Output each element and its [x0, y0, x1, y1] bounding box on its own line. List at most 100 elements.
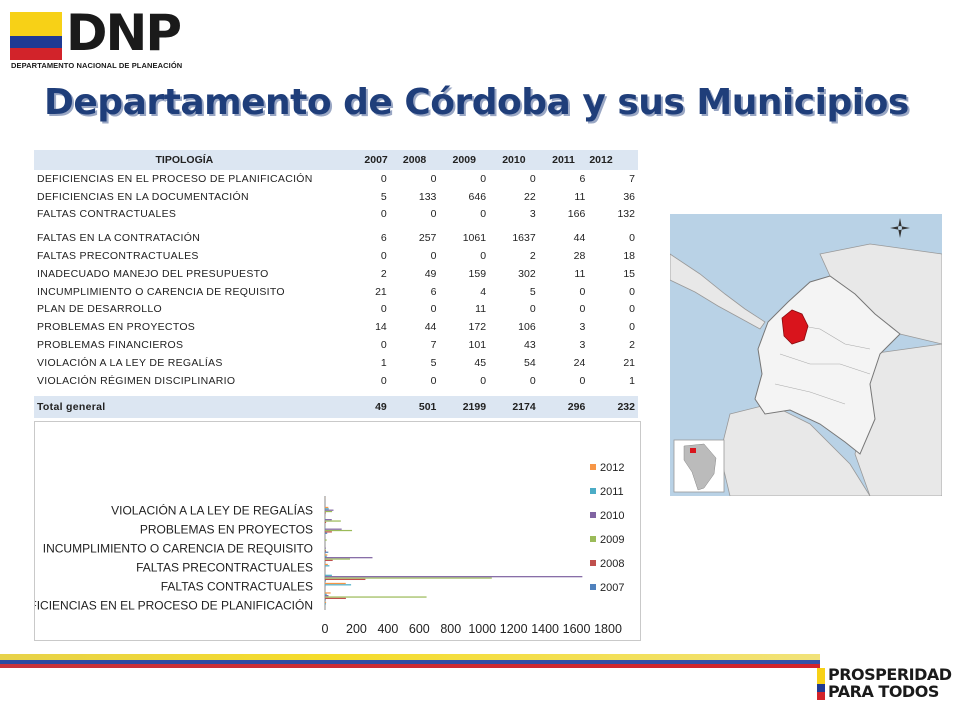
bar-chart-svg: DEFICIENCIAS EN EL PROCESO DE PLANIFICAC… [35, 462, 624, 636]
legend-swatch [590, 488, 596, 494]
row-label: PLAN DE DESARROLLO [37, 303, 163, 316]
category-label: VIOLACIÓN A LA LEY DE REGALÍAS [111, 502, 313, 517]
bar [325, 506, 329, 509]
table-cell: 0 [380, 374, 387, 387]
x-tick-label: 1800 [594, 622, 622, 636]
table-row: PROBLEMAS FINANCIEROS 0 7 101 43 3 2 [34, 336, 638, 354]
table-cell: 159 [468, 267, 487, 280]
legend-swatch [590, 584, 596, 590]
total-cell: 2199 [439, 395, 490, 418]
bar [325, 603, 326, 605]
bar [325, 519, 332, 521]
legend-label: 2009 [600, 534, 624, 546]
legend-swatch [590, 536, 596, 542]
row-label: DEFICIENCIAS EN LA DOCUMENTACIÓN [37, 190, 249, 203]
table-cell: 646 [468, 190, 487, 203]
table-cell: 0 [430, 172, 437, 185]
table-cell: 3 [579, 339, 586, 352]
legend-label: 2011 [600, 486, 624, 498]
table-cell: 15 [623, 267, 635, 280]
table-cell: 1637 [512, 232, 536, 245]
bar [325, 520, 341, 522]
bar [325, 563, 328, 566]
row-label: INCUMPLIMIENTO O CARENCIA DE REQUISITO [37, 285, 285, 298]
category-label: DEFICIENCIAS EN EL PROCESO DE PLANIFICAC… [35, 597, 313, 612]
bar-chart: DEFICIENCIAS EN EL PROCESO DE PLANIFICAC… [34, 421, 641, 641]
table-cell: 21 [623, 356, 635, 369]
bar [325, 558, 350, 560]
table-header-cell: 2009 [439, 150, 490, 170]
table-header-cell: 2010 [489, 150, 539, 170]
bar [325, 555, 327, 557]
table-header-cell: 2011 [538, 150, 589, 170]
legend-swatch [590, 464, 596, 470]
legend-swatch [590, 512, 596, 518]
bar [325, 547, 326, 549]
bar [325, 597, 346, 600]
row-label: FALTAS CONTRACTUALES [37, 208, 177, 221]
bar [325, 548, 326, 551]
legend-label: 2007 [600, 582, 624, 594]
bar [325, 512, 326, 514]
bar [325, 509, 334, 511]
total-label: Total general [34, 395, 335, 418]
table-cell: 0 [579, 285, 586, 298]
bar [325, 592, 331, 594]
dnp-logo: DNP DEPARTAMENTO NACIONAL DE PLANEACIÓN [8, 4, 198, 70]
dnp-logo-subtitle: DEPARTAMENTO NACIONAL DE PLANEACIÓN [11, 61, 183, 70]
table-cell: 0 [480, 172, 487, 185]
table-row: PROBLEMAS EN PROYECTOS 14 44 172 106 3 0 [34, 318, 638, 336]
bar [325, 577, 492, 579]
table-cell: 0 [480, 374, 487, 387]
legend-swatch [590, 560, 596, 566]
table-cell: 6 [579, 172, 586, 185]
bar [325, 576, 583, 578]
table-cell: 45 [474, 356, 487, 369]
bar [325, 557, 373, 559]
table-row: FALTAS CONTRACTUALES 0 0 0 3 166 132 [34, 206, 638, 224]
x-tick-label: 1000 [468, 622, 496, 636]
bar [325, 528, 342, 530]
table-row: INADECUADO MANEJO DEL PRESUPUESTO 2 49 159 3… [34, 265, 638, 283]
table-cell: 11 [574, 267, 586, 280]
table-cell: 28 [573, 250, 586, 263]
bar [325, 574, 332, 576]
bar [325, 578, 366, 581]
table-cell: 11 [475, 303, 487, 316]
bar [325, 582, 346, 585]
table-row: DEFICIENCIAS EN EL PROCESO DE PLANIFICAC… [34, 170, 638, 188]
legend-label: 2008 [600, 558, 624, 570]
bar [325, 580, 326, 582]
page-title: Departamento de Córdoba y sus Municipios [44, 82, 909, 123]
bar [325, 550, 326, 552]
bar [325, 559, 333, 562]
table-row: DEFICIENCIAS EN LA DOCUMENTACIÓN 5 133 646 2… [34, 188, 638, 206]
total-cell: 2174 [489, 395, 539, 418]
row-label: INADECUADO MANEJO DEL PRESUPUESTO [37, 267, 269, 280]
table-cell: 7 [629, 172, 635, 185]
table-row: FALTAS PRECONTRACTUALES 0 0 0 2 28 18 [34, 247, 638, 265]
colombia-flag-icon [817, 668, 825, 700]
table-cell: 0 [380, 250, 387, 263]
table-cell: 4 [480, 285, 487, 298]
x-tick-label: 400 [377, 622, 398, 636]
table-cell: 1061 [462, 232, 487, 245]
bar [325, 508, 329, 510]
table-cell: 0 [529, 303, 536, 316]
table-cell: 18 [623, 250, 635, 263]
table-cell: 0 [529, 172, 536, 185]
total-cell: 49 [334, 395, 390, 418]
table-cell: 302 [518, 267, 536, 280]
row-label: PROBLEMAS FINANCIEROS [37, 339, 184, 352]
table-cell: 3 [529, 208, 536, 221]
table-cell: 44 [424, 321, 437, 334]
table-cell: 44 [573, 232, 586, 245]
table-cell: 172 [468, 321, 487, 334]
table-cell: 0 [629, 303, 635, 316]
table-header-cell: 2012 [588, 150, 638, 170]
row-label: FALTAS PRECONTRACTUALES [37, 250, 199, 263]
bar [325, 510, 333, 513]
bar [325, 551, 329, 553]
bar [325, 599, 326, 601]
table-cell: 43 [524, 339, 536, 352]
